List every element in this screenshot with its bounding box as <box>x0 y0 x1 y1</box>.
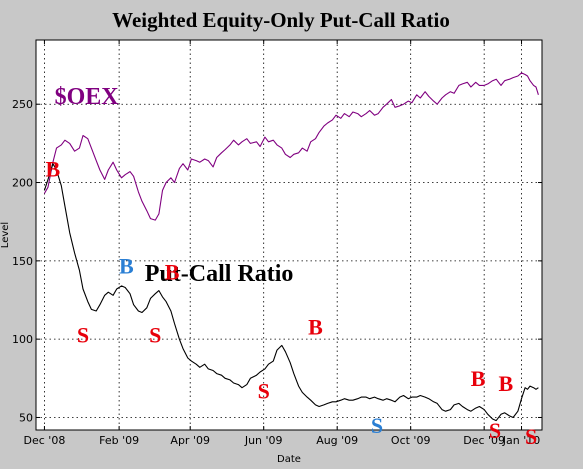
signal-marker: S <box>149 322 161 347</box>
y-tick-label: 100 <box>12 333 33 346</box>
signal-marker: B <box>308 314 323 339</box>
signal-marker: B <box>46 156 61 181</box>
series-layer <box>43 72 539 422</box>
ticks: Dec '08 Feb '09 Apr '09 Jun '09 Aug '09 Oct '… <box>12 40 542 447</box>
series-line-1 <box>43 163 539 422</box>
signal-marker: S <box>525 424 537 449</box>
x-tick-label: Oct '09 <box>391 434 431 447</box>
y-tick-label: 150 <box>12 255 33 268</box>
grid <box>36 40 542 430</box>
signal-marker: S <box>489 418 501 443</box>
x-tick-label: Dec '08 <box>24 434 66 447</box>
signal-marker: S <box>371 413 383 438</box>
y-tick-label: 250 <box>12 98 33 111</box>
signal-marker: B <box>499 371 514 396</box>
y-tick-label: 200 <box>12 177 33 190</box>
y-axis-label: Level <box>0 222 11 248</box>
plot-frame <box>35 39 543 431</box>
signal-marker: B <box>471 366 486 391</box>
x-tick-label: Aug '09 <box>316 434 358 447</box>
signal-marker: B <box>119 253 134 278</box>
x-tick-label: Dec '09 <box>463 434 505 447</box>
plot-area <box>36 40 542 430</box>
y-tick-label: 50 <box>19 411 33 424</box>
chart-annotation: Put-Call Ratio <box>145 261 294 287</box>
signal-marker: S <box>77 322 89 347</box>
x-tick-label: Jun '09 <box>244 434 283 447</box>
x-tick-label: Apr '09 <box>170 434 210 447</box>
x-axis-label: Date <box>277 454 301 465</box>
signal-marker: S <box>258 379 270 404</box>
x-tick-label: Feb '09 <box>99 434 139 447</box>
x-tick-label: Jan '10 <box>502 434 540 447</box>
chart-title: Weighted Equity-Only Put-Call Ratio <box>112 8 450 32</box>
series-line-0 <box>43 72 539 221</box>
chart-annotation: $OEX <box>55 84 120 110</box>
signal-marker: B <box>165 260 180 285</box>
